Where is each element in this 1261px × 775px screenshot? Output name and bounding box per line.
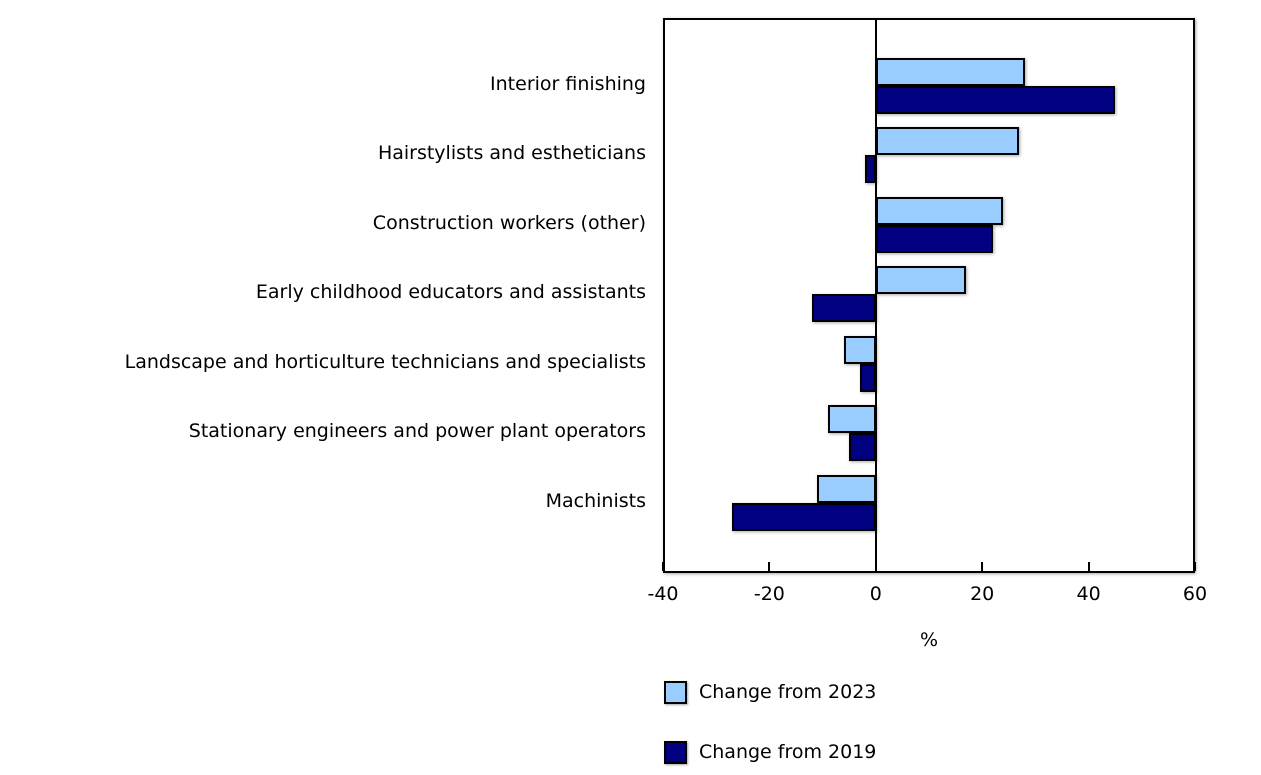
- legend-swatch-icon: [664, 740, 687, 764]
- tick-mark: [1194, 562, 1196, 571]
- x-tick-label: -20: [753, 583, 785, 605]
- bar-change-2023: [817, 474, 876, 503]
- category-label: Hairstylists and estheticians: [377, 142, 646, 165]
- x-tick-label: 0: [869, 583, 882, 605]
- category-label: Machinists: [545, 489, 646, 512]
- bar-change-2019: [811, 294, 876, 323]
- tick-mark: [662, 562, 664, 571]
- x-tick-label: -40: [647, 583, 679, 605]
- bar-change-2023: [827, 405, 876, 434]
- zero-line: [874, 20, 877, 571]
- bar-change-2019: [859, 363, 876, 392]
- legend-label: Change from 2023: [699, 681, 877, 703]
- x-tick-label: 60: [1182, 583, 1208, 605]
- category-label: Construction workers (other): [372, 211, 646, 234]
- x-tick-label: 40: [1076, 583, 1101, 605]
- bar-change-2023: [875, 127, 1020, 156]
- legend-label: Change from 2019: [699, 741, 877, 763]
- plot-area: [662, 18, 1196, 573]
- tick-mark: [768, 562, 771, 571]
- x-axis-label: %: [919, 629, 939, 651]
- legend-item: Change from 2023: [664, 680, 876, 704]
- bar-change-2019: [732, 502, 876, 531]
- category-label: Early childhood educators and assistants: [255, 281, 646, 304]
- x-tick-label: 20: [970, 583, 995, 605]
- bar-change-2023: [875, 266, 967, 295]
- bar-change-2019: [875, 224, 993, 253]
- category-label: Landscape and horticulture technicians a…: [124, 350, 646, 373]
- tick-mark: [874, 562, 877, 571]
- legend-item: Change from 2019: [664, 740, 876, 764]
- bar-change-2019: [865, 155, 876, 184]
- category-label: Interior finishing: [490, 72, 646, 95]
- legend-swatch-icon: [664, 680, 687, 704]
- bar-change-2019: [849, 433, 876, 462]
- tick-mark: [981, 562, 984, 571]
- bar-change-2023: [875, 196, 1004, 225]
- category-label: Stationary engineers and power plant ope…: [188, 420, 646, 443]
- bar-change-2023: [875, 57, 1025, 86]
- bar-change-2019: [875, 85, 1116, 114]
- bar-change-2023: [843, 335, 876, 364]
- tick-mark: [1087, 562, 1090, 571]
